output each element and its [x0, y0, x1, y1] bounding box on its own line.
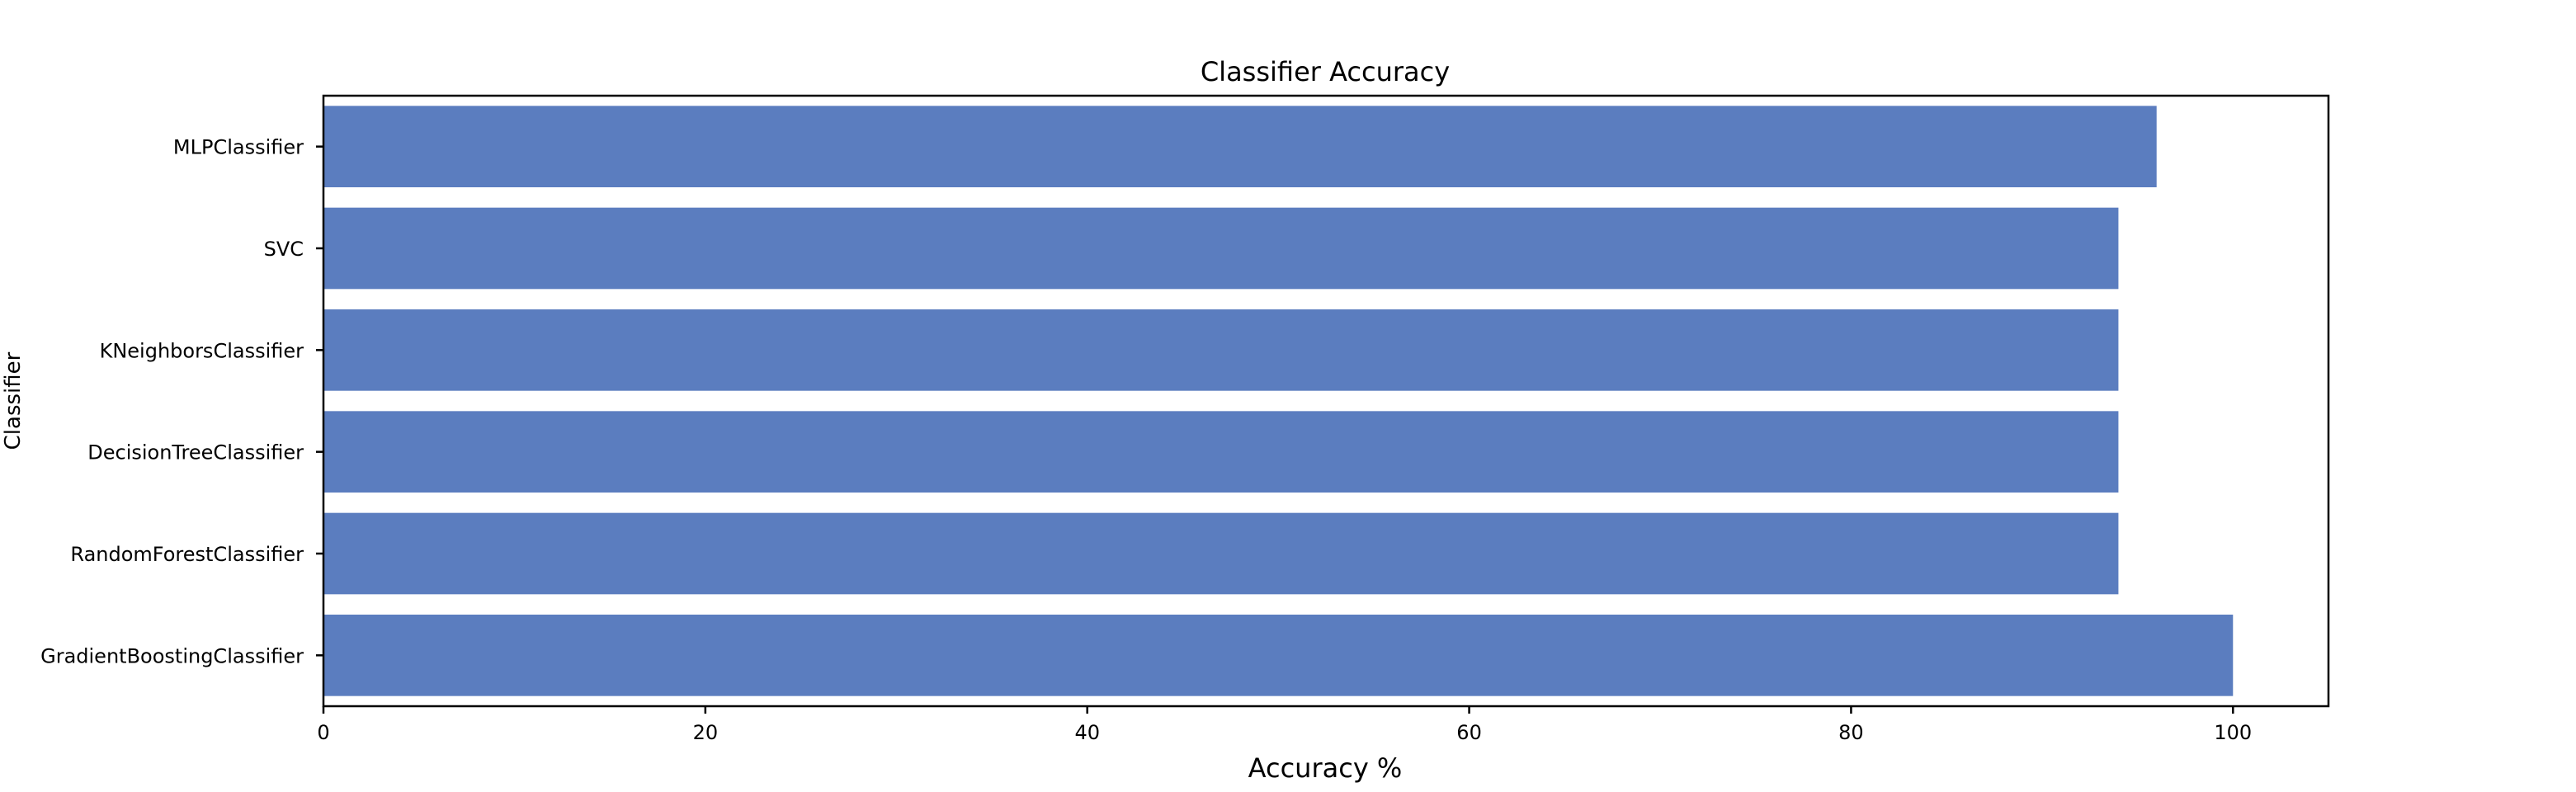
- bars-group: [323, 106, 2234, 696]
- chart-title: Classifier Accuracy: [1201, 56, 1450, 87]
- x-ticks-group: 0 20 40 60 80 100: [317, 706, 2252, 744]
- y-tick-label: MLPClassifier: [173, 136, 304, 159]
- bar-svc: [323, 207, 2119, 290]
- y-axis-label: Classifier: [1, 351, 26, 450]
- bar-decision-tree-classifier: [323, 411, 2119, 493]
- x-tick-label: 20: [693, 721, 719, 744]
- y-ticks-group: MLPClassifier SVC KNeighborsClassifier Deci…: [40, 136, 323, 667]
- bar-kneighbors-classifier: [323, 309, 2119, 391]
- x-tick-label: 0: [317, 721, 329, 744]
- y-tick-label: DecisionTreeClassifier: [87, 441, 304, 464]
- y-tick-label: KNeighborsClassifier: [100, 339, 304, 362]
- bar-mlpclassifier: [323, 106, 2157, 187]
- x-tick-label: 80: [1838, 721, 1864, 744]
- plot-frame: [322, 94, 2330, 708]
- bar-random-forest-classifier: [323, 512, 2119, 595]
- x-tick-label: 100: [2214, 721, 2252, 744]
- x-axis-label: Accuracy %: [1248, 752, 1403, 784]
- y-tick-label: GradientBoostingClassifier: [40, 644, 304, 667]
- x-tick-label: 60: [1456, 721, 1482, 744]
- y-tick-label: RandomForestClassifier: [70, 543, 304, 566]
- y-tick-label: SVC: [264, 238, 304, 261]
- bar-gradient-boosting-classifier: [323, 615, 2234, 696]
- x-tick-label: 40: [1074, 721, 1100, 744]
